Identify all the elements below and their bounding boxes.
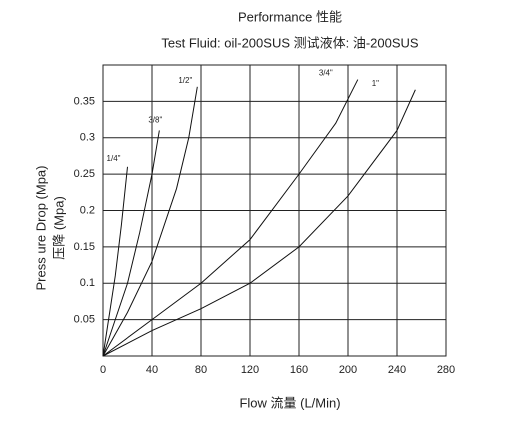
x-tick-label: 0 (100, 364, 106, 376)
y-tick-label: 0.15 (74, 241, 95, 253)
series-label: 1" (372, 79, 379, 88)
y-tick-label: 0.25 (74, 168, 95, 180)
series-label: 1/4" (107, 154, 121, 163)
x-tick-label: 200 (339, 364, 357, 376)
y-axis-label: Press ure Drop (Mpa) (33, 166, 48, 291)
x-tick-label: 160 (290, 364, 308, 376)
x-tick-label: 280 (437, 364, 455, 376)
line-series (102, 89, 416, 357)
chart-title: Performance 性能 (238, 9, 342, 24)
chart-subtitle: Test Fluid: oil-200SUS 测试液体: 油-200SUS (161, 35, 419, 50)
y-tick-label: 0.3 (80, 132, 95, 144)
y-tick-label: 0.05 (74, 314, 95, 326)
x-tick-label: 120 (241, 364, 259, 376)
line-series (102, 86, 198, 357)
y-axis-label-2: 压降 (Mpa) (51, 196, 66, 260)
line-series (102, 130, 160, 357)
x-tick-label: 40 (146, 364, 158, 376)
x-axis-label: Flow 流量 (L/Min) (239, 395, 340, 410)
y-tick-label: 0.1 (80, 277, 95, 289)
y-tick-label: 0.2 (80, 204, 95, 216)
series-label: 1/2" (178, 76, 192, 85)
series-label: 3/4" (319, 69, 333, 78)
line-series (102, 166, 128, 357)
y-tick-label: 0.35 (74, 95, 95, 107)
x-tick-label: 80 (195, 364, 207, 376)
series-label: 3/8" (148, 116, 162, 125)
line-series (102, 79, 359, 357)
x-tick-label: 240 (388, 364, 406, 376)
